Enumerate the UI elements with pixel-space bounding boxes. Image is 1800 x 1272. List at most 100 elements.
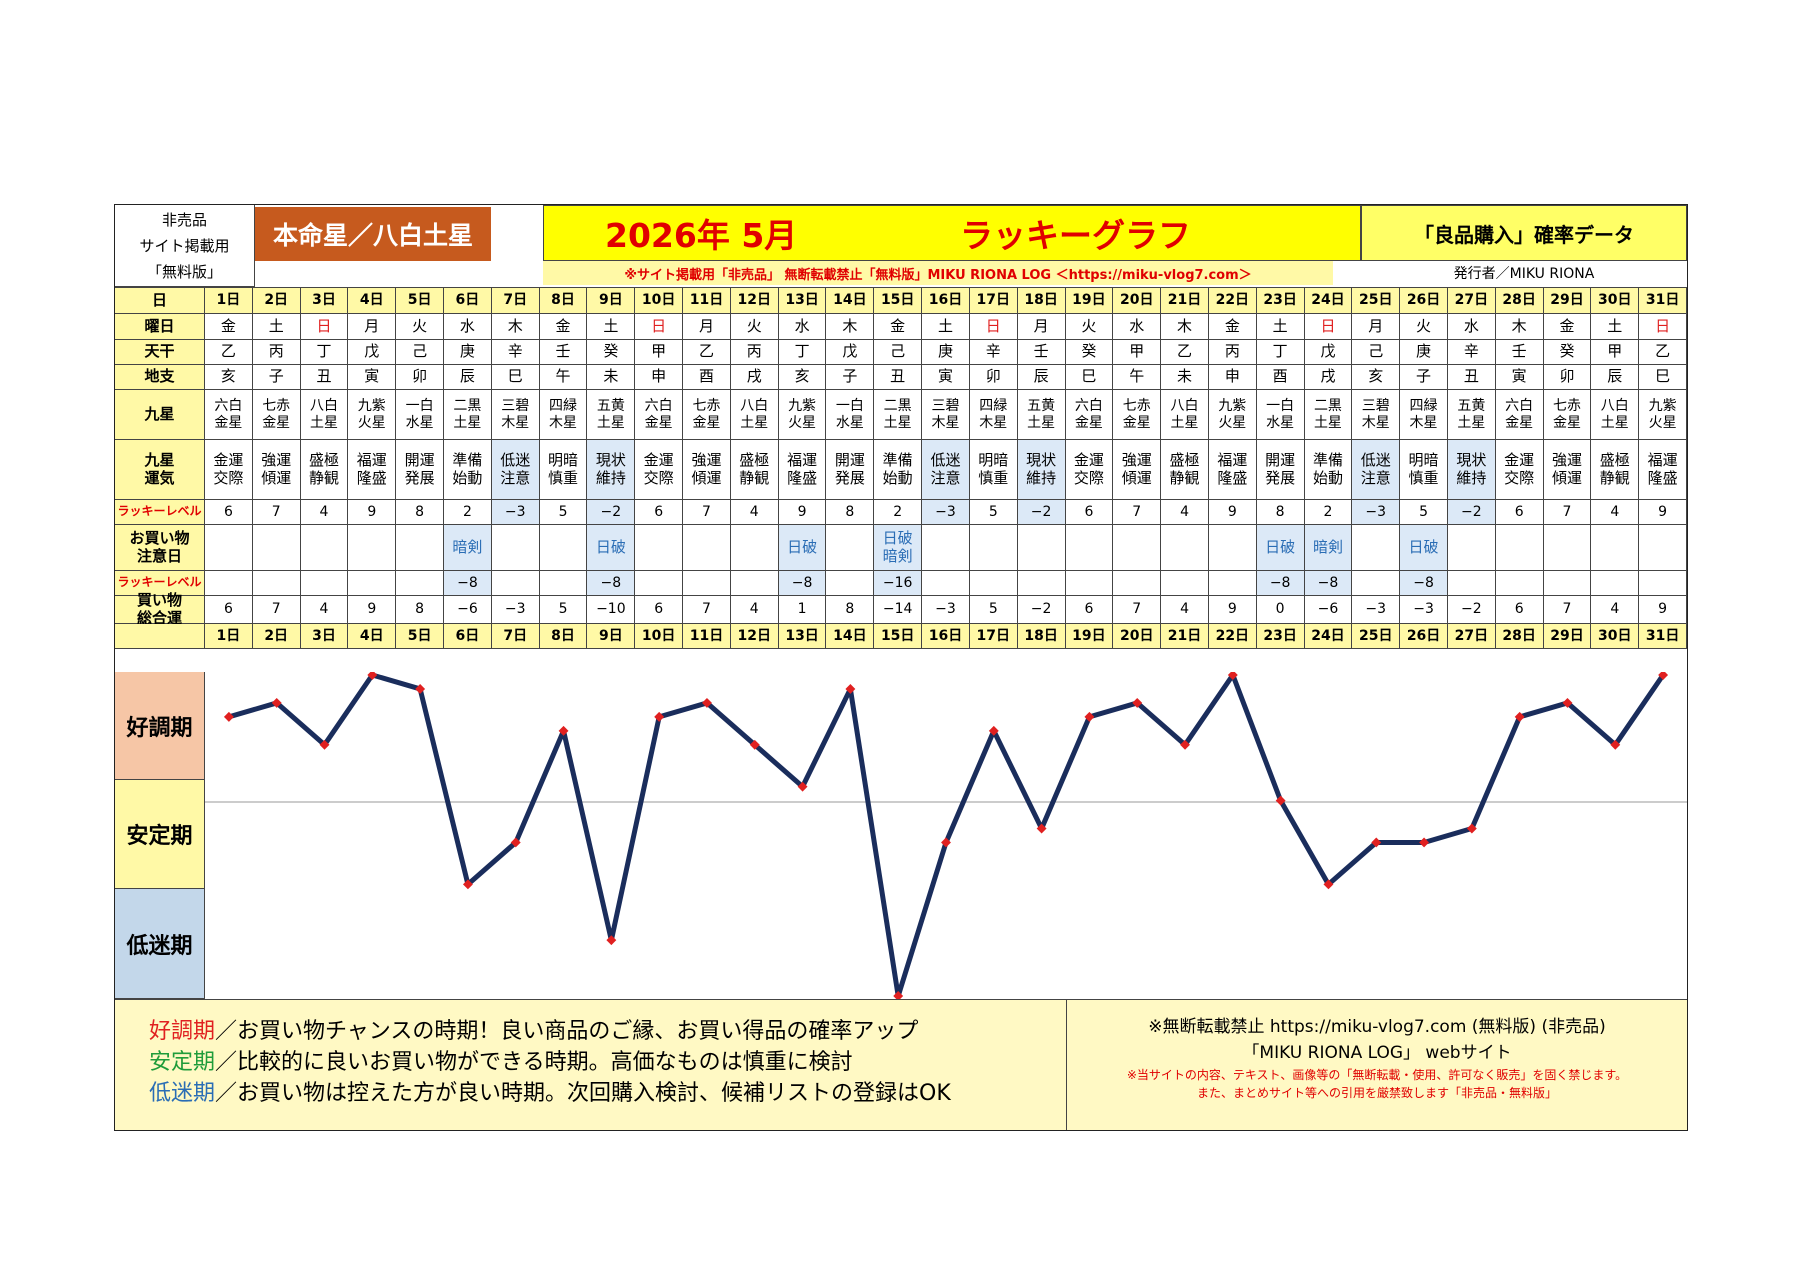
- row-label-caution: お買い物 注意日: [115, 525, 205, 571]
- cautions-cell: [683, 525, 731, 571]
- lucky-levels-cell: 7: [1113, 500, 1162, 525]
- row-label-branch: 地支: [115, 365, 205, 390]
- weekdays-cell: 水: [778, 314, 827, 340]
- data-point: [606, 935, 617, 946]
- days-cell: 26日: [1400, 624, 1448, 649]
- days-cell: 5日: [396, 624, 445, 649]
- cautions-cell: [922, 525, 970, 571]
- days-cell: 22日: [1208, 624, 1257, 649]
- branches-cell: 辰: [444, 365, 492, 390]
- legend-low-term: 低迷期: [149, 1081, 216, 1106]
- branches-cell: 亥: [778, 365, 827, 390]
- totals-cell: 9: [1208, 596, 1257, 624]
- data-point: [1275, 795, 1286, 806]
- cautions-cell: [826, 525, 875, 571]
- weekdays-cell: 土: [587, 314, 636, 340]
- stars-cell: 八白 土星: [300, 390, 349, 440]
- days-cell: 22日: [1208, 288, 1257, 314]
- days-cell: 29日: [1543, 288, 1592, 314]
- totals-cell: 4: [300, 596, 349, 624]
- fortunes-cell: 低迷 注意: [491, 440, 540, 500]
- totals-cell: −14: [874, 596, 923, 624]
- branches-cell: 卯: [1543, 365, 1592, 390]
- weekdays-cell: 日: [1639, 314, 1687, 340]
- caution-levels-cell: [539, 571, 588, 596]
- stems-cell: 辛: [1447, 340, 1496, 365]
- stems-cell: 乙: [205, 340, 253, 365]
- totals-cell: 0: [1256, 596, 1305, 624]
- days-cell: 7日: [491, 624, 540, 649]
- note-line: 非売品: [161, 210, 207, 229]
- lucky-line-chart: [205, 672, 1687, 999]
- weekdays-cell: 土: [1591, 314, 1640, 340]
- weekdays-cell: 土: [1256, 314, 1305, 340]
- stars-cell: 八白 土星: [730, 390, 779, 440]
- branches-cell: 卯: [969, 365, 1018, 390]
- lucky-levels-cell: 7: [683, 500, 731, 525]
- stars-cell: 九紫 火星: [778, 390, 827, 440]
- data-point: [1036, 823, 1047, 834]
- legend-stable: 安定期／比較的に良いお買い物ができる時期。高価なものは慎重に検討: [149, 1047, 1066, 1078]
- cautions-cell: 日破 暗剣: [874, 525, 923, 571]
- stars-cell: 九紫 火星: [1208, 390, 1257, 440]
- totals-cell: 7: [1543, 596, 1592, 624]
- weekdays-cell: 土: [922, 314, 970, 340]
- days-cell: 17日: [969, 624, 1018, 649]
- stars-cell: 三碧 木星: [491, 390, 540, 440]
- row-label-star: 九星: [115, 390, 205, 440]
- caution-levels-cell: [1065, 571, 1114, 596]
- data-point: [1610, 739, 1621, 750]
- cautions-cell: [1352, 525, 1401, 571]
- notice-bar: ※サイト掲載用「非売品」 無断転載禁止「無料版」MIKU RIONA LOG ＜…: [543, 261, 1333, 285]
- lucky-levels-cell: −3: [491, 500, 540, 525]
- stems-cell: 甲: [1591, 340, 1640, 365]
- footer-line3: ※当サイトの内容、テキスト、画像等の「無断転載・使用、許可なく販売」を固く禁じま…: [1126, 1068, 1628, 1082]
- lucky-levels-cell: −2: [1017, 500, 1066, 525]
- cautions-cell: 暗剣: [444, 525, 492, 571]
- days-cell: 26日: [1400, 288, 1448, 314]
- stars-cell: 五黄 土星: [1017, 390, 1066, 440]
- legend-low: 低迷期／お買い物は控えた方が良い時期。次回購入検討、候補リストの登録はOK: [149, 1078, 1066, 1109]
- data-point: [1227, 672, 1238, 680]
- stems-cell: 壬: [539, 340, 588, 365]
- days-cell: 28日: [1495, 624, 1544, 649]
- weekdays-cell: 木: [826, 314, 875, 340]
- totals-cell: 7: [1113, 596, 1162, 624]
- weekdays-cell: 土: [252, 314, 301, 340]
- cautions-cell: [1208, 525, 1257, 571]
- data-point: [1562, 697, 1573, 708]
- totals-cell: 4: [1161, 596, 1209, 624]
- fortunes-cell: 強運 傾運: [252, 440, 301, 500]
- caution-levels-cell: [969, 571, 1018, 596]
- totals-cell: 7: [252, 596, 301, 624]
- caution-levels-cell: [1352, 571, 1401, 596]
- lucky-levels-cell: 4: [1591, 500, 1640, 525]
- weekdays-cell: 日: [1304, 314, 1353, 340]
- fortunes-cell: 現状 維持: [1017, 440, 1066, 500]
- cautions-cell: 日破: [1400, 525, 1448, 571]
- totals-cell: −6: [444, 596, 492, 624]
- stars-cell: 三碧 木星: [1352, 390, 1401, 440]
- days-cell: 17日: [969, 288, 1018, 314]
- days-cell: 27日: [1447, 288, 1496, 314]
- weekdays-cell: 火: [396, 314, 445, 340]
- branches-cell: 寅: [922, 365, 970, 390]
- fortunes-cell: 福運 隆盛: [348, 440, 397, 500]
- days-cell: 21日: [1161, 624, 1209, 649]
- row-label-fortune: 九星 運気: [115, 440, 205, 500]
- caution-levels-cell: [1543, 571, 1592, 596]
- cautions-cell: [1065, 525, 1114, 571]
- branches-cell: 辰: [1591, 365, 1640, 390]
- lucky-levels-cell: 9: [1208, 500, 1257, 525]
- branches-cell: 戌: [730, 365, 779, 390]
- days-cell: 12日: [730, 288, 779, 314]
- days-cell: 15日: [874, 288, 923, 314]
- stems-cell: 庚: [922, 340, 970, 365]
- series-line: [228, 672, 1666, 999]
- stars-cell: 二黒 土星: [1304, 390, 1353, 440]
- fortunes-cell: 盛極 静観: [1161, 440, 1209, 500]
- totals-cell: 4: [730, 596, 779, 624]
- stems-cell: 辛: [969, 340, 1018, 365]
- stems-cell: 癸: [1543, 340, 1592, 365]
- caution-levels-cell: [300, 571, 349, 596]
